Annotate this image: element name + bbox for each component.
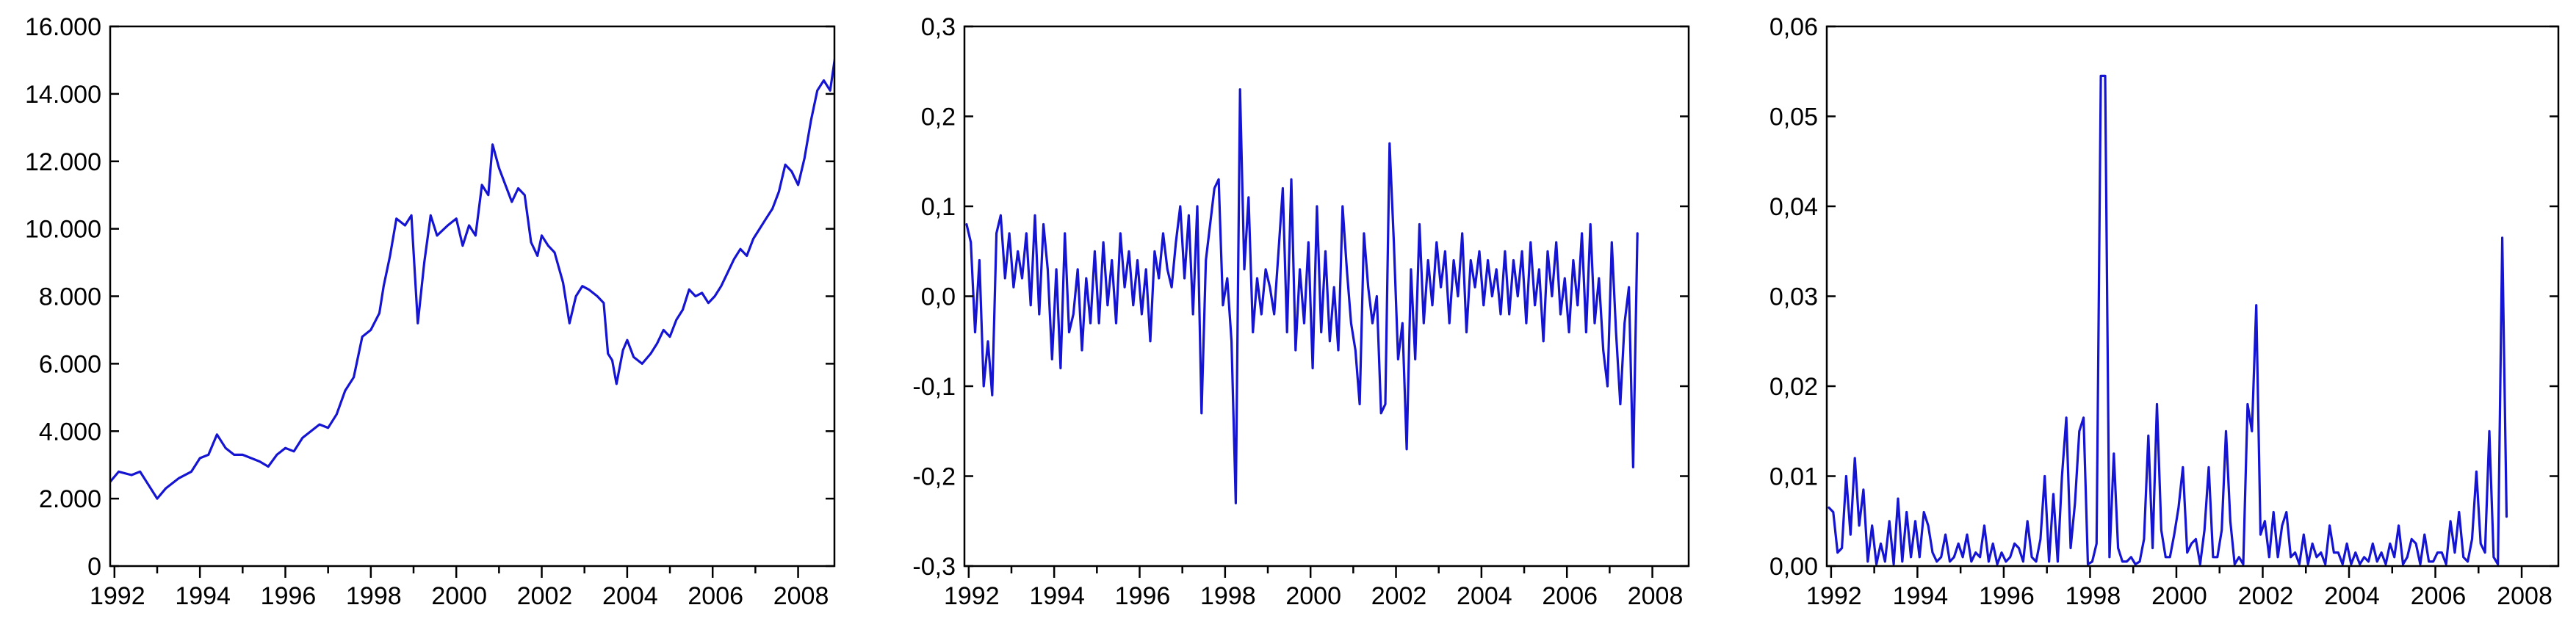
y-tick-label: -0,1 xyxy=(912,373,956,401)
y-tick-label: -0,2 xyxy=(912,463,956,491)
y-tick-label: 0,04 xyxy=(1769,193,1818,221)
x-tick-label: 2000 xyxy=(431,582,487,610)
x-tick-label: 1992 xyxy=(944,582,1000,610)
x-tick-label: 1994 xyxy=(1029,582,1085,610)
series-line-2-1 xyxy=(965,88,1639,504)
x-tick-label: 1992 xyxy=(90,582,145,610)
x-tick-label: 2000 xyxy=(1285,582,1341,610)
chart-panel-3: 0,00 0,01 0,02 0,03 0,04 0,05 0,06 1992 1994 1996… xyxy=(1769,13,2560,610)
x-tick-label: 2004 xyxy=(1457,582,1512,610)
y-tick-label: 12.000 xyxy=(25,148,101,176)
y-tick-label: 0,0 xyxy=(921,283,956,311)
y-tick-label: 14.000 xyxy=(25,81,101,109)
x-tick-label: 1998 xyxy=(346,582,402,610)
x-tick-label: 2000 xyxy=(2151,582,2207,610)
y-tick-label: 2.000 xyxy=(39,485,101,513)
x-tick-label: 1994 xyxy=(175,582,231,610)
y-tick-label: 0,2 xyxy=(921,104,956,131)
chart-panel-1: 0 2.000 4.000 6.000 8.000 10.000 12.000 14.000 1… xyxy=(25,13,836,610)
x-tick-label: 2004 xyxy=(602,582,658,610)
series-line-1-1 xyxy=(110,53,834,500)
y-tick-label: 8.000 xyxy=(39,283,101,311)
x-tick-label: 1996 xyxy=(1979,582,2035,610)
x-tick-label: 2008 xyxy=(1628,582,1684,610)
x-tick-label: 2002 xyxy=(517,582,573,610)
y-tick-label: 0,02 xyxy=(1769,373,1818,401)
y-tick-label: 0 xyxy=(87,553,101,581)
x-tick-label: 1996 xyxy=(1115,582,1171,610)
y-tick-label: 16.000 xyxy=(25,13,101,41)
y-tick-label: 0,00 xyxy=(1769,553,1818,581)
y-tick-label: 0,01 xyxy=(1769,463,1818,491)
x-tick-label: 2002 xyxy=(2238,582,2294,610)
chart-panel-2: -0,3 -0,2 -0,1 0,0 0,1 0,2 0,3 1992 1994 1996 1998… xyxy=(912,13,1690,610)
y-tick-label: 6.000 xyxy=(39,350,101,378)
y-tick-label: 0,06 xyxy=(1769,13,1818,41)
x-tick-label: 2004 xyxy=(2324,582,2380,610)
y-tick-label: 10.000 xyxy=(25,216,101,244)
y-tick-label: -0,3 xyxy=(912,553,956,581)
y-tick-label: 0,3 xyxy=(921,13,956,41)
plot-frame xyxy=(1825,25,2560,568)
x-tick-label: 2006 xyxy=(2411,582,2467,610)
x-tick-label: 1994 xyxy=(1893,582,1949,610)
series-line-3-1 xyxy=(1828,74,2508,566)
x-tick-label: 2008 xyxy=(773,582,829,610)
x-tick-label: 1992 xyxy=(1806,582,1862,610)
x-tick-label: 1998 xyxy=(2066,582,2121,610)
y-tick-label: 0,1 xyxy=(921,193,956,221)
x-tick-label: 2006 xyxy=(1542,582,1598,610)
x-tick-label: 2002 xyxy=(1371,582,1427,610)
y-tick-label: 0,05 xyxy=(1769,104,1818,131)
plot-frame xyxy=(109,25,836,568)
x-tick-label: 1998 xyxy=(1200,582,1256,610)
y-tick-label: 0,03 xyxy=(1769,283,1818,311)
y-tick-label: 4.000 xyxy=(39,418,101,446)
x-tick-label: 1996 xyxy=(261,582,317,610)
x-tick-label: 2008 xyxy=(2497,582,2552,610)
x-tick-label: 2006 xyxy=(688,582,743,610)
